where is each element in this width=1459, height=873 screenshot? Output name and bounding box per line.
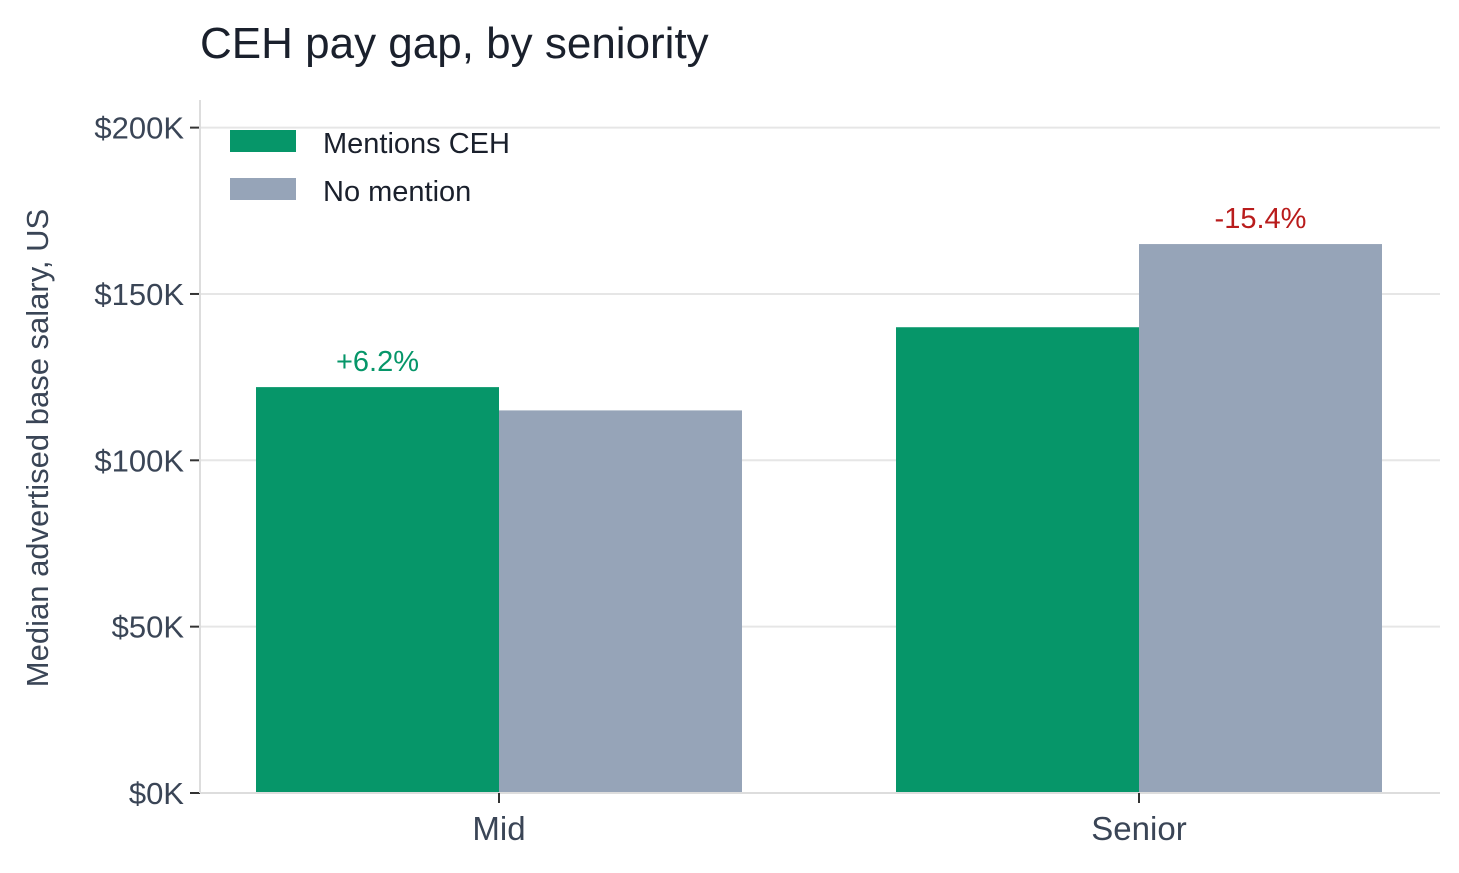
- annotations: +6.2% -15.4%: [336, 203, 1306, 378]
- y-tick-label: $150K: [94, 277, 184, 312]
- legend-label-no-mention: No mention: [323, 176, 471, 208]
- legend-swatch-mentions-ceh: [230, 130, 296, 152]
- gap-annotation-senior: -15.4%: [1215, 203, 1307, 235]
- y-axis-label: Median advertised base salary, US: [20, 209, 55, 687]
- x-tick-label: Mid: [472, 810, 525, 847]
- bar-senior-mentions-ceh: [896, 327, 1139, 793]
- axes: $0K $50K $100K $150K $200K Mid Senior: [94, 100, 1440, 847]
- bar-mid-mentions-ceh: [256, 387, 499, 793]
- bar-mid-no-mention: [499, 410, 742, 793]
- bars: [256, 244, 1382, 794]
- gap-annotation-mid: +6.2%: [336, 346, 419, 378]
- legend: Mentions CEH No mention: [230, 128, 510, 208]
- y-tick-label: $50K: [112, 610, 185, 645]
- y-tick-label: $0K: [129, 776, 184, 811]
- y-tick-label: $200K: [94, 111, 184, 146]
- bar-senior-no-mention: [1139, 244, 1382, 794]
- x-tick-label: Senior: [1091, 810, 1186, 847]
- legend-swatch-no-mention: [230, 178, 296, 200]
- y-tick-label: $100K: [94, 443, 184, 478]
- chart-title: CEH pay gap, by seniority: [200, 19, 709, 68]
- legend-label-mentions-ceh: Mentions CEH: [323, 128, 510, 160]
